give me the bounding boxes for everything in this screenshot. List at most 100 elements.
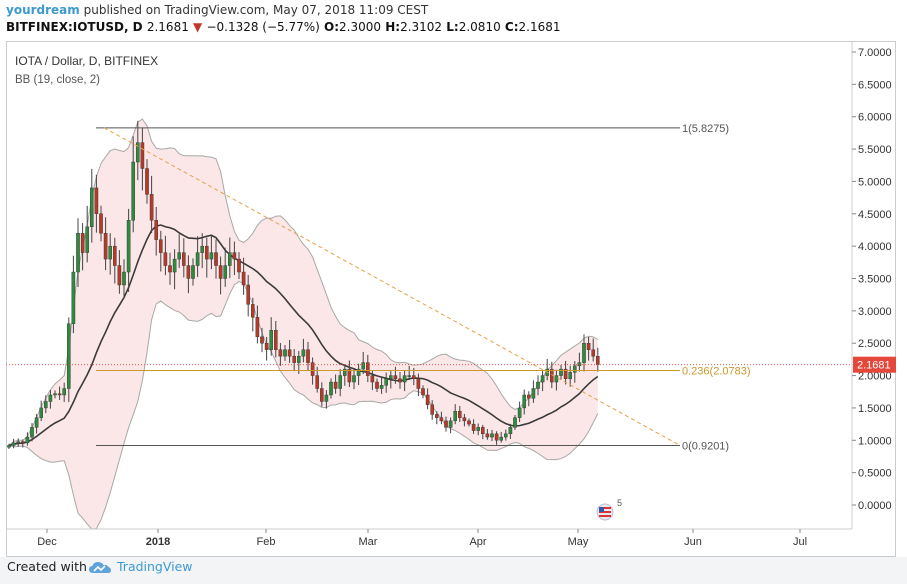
candle — [214, 239, 218, 279]
y-tick-label: 7.0000 — [858, 47, 892, 59]
y-tick-label: 5.0000 — [858, 176, 892, 188]
candle-body — [274, 330, 278, 350]
candle-body — [375, 381, 379, 389]
candle-body — [89, 187, 94, 227]
candle-body — [453, 410, 458, 422]
candle — [352, 368, 356, 390]
candle-body — [223, 265, 228, 279]
candle-body — [218, 265, 223, 279]
candle-body — [582, 343, 586, 363]
tradingview-link[interactable]: TradingView — [117, 559, 193, 574]
candle-body — [186, 265, 191, 279]
candle — [356, 363, 361, 386]
candle-body — [416, 378, 421, 389]
candle — [223, 247, 228, 287]
candle-body — [85, 226, 89, 253]
candle-body — [292, 355, 297, 363]
candle-body — [338, 375, 343, 389]
candle — [154, 206, 159, 256]
candle-body — [448, 420, 453, 428]
candle-body — [260, 336, 264, 344]
candle-body — [444, 420, 448, 428]
flag-icon[interactable]: 5 — [596, 498, 622, 521]
tradingview-cloud-icon[interactable] — [88, 560, 112, 579]
x-tick-label: 2018 — [146, 536, 170, 548]
candle — [527, 391, 531, 407]
bb-fill — [9, 119, 598, 530]
candle — [384, 372, 389, 393]
candle-body — [329, 381, 333, 396]
candle — [517, 401, 522, 423]
candle — [416, 373, 421, 397]
y-tick-label: 6.0000 — [858, 112, 892, 124]
candle — [471, 419, 476, 434]
candle-body — [131, 161, 135, 221]
candle — [324, 390, 329, 409]
published-text: published on TradingView.com, May 07, 20… — [83, 3, 429, 17]
candle — [315, 366, 320, 393]
y-tick-label: 2.0000 — [858, 371, 892, 383]
candle — [393, 366, 398, 384]
candle — [260, 327, 264, 353]
candle — [181, 238, 186, 278]
candle — [94, 174, 99, 233]
candle-body — [402, 375, 407, 383]
candle — [241, 257, 246, 295]
candle-body — [269, 330, 274, 350]
candle-body — [264, 343, 269, 350]
candle — [71, 255, 76, 334]
candle-body — [540, 375, 545, 383]
candle — [554, 369, 559, 391]
candle-body — [554, 375, 559, 383]
candle-body — [494, 433, 499, 441]
author-name[interactable]: yourdream — [6, 3, 80, 17]
symbol: BITFINEX:IOTUSD, D — [6, 20, 143, 34]
candle — [490, 429, 494, 441]
low-label: L: — [446, 20, 459, 34]
candle-body — [7, 445, 11, 448]
candle-body — [536, 381, 540, 389]
candle — [103, 217, 108, 271]
candle-body — [126, 220, 131, 273]
candle — [34, 414, 39, 434]
candle — [398, 372, 402, 389]
candle — [67, 317, 71, 403]
close-value: 2.1681 — [518, 20, 561, 34]
candle-body — [485, 433, 490, 438]
candle — [186, 255, 191, 294]
price-chart[interactable]: 1(5.8275) 0.236(2.0783) 0(0.9201) 7.0000 6.… — [6, 41, 896, 557]
candle-body — [67, 323, 71, 389]
candle — [476, 423, 481, 436]
candle — [264, 337, 269, 361]
x-tick-label: Jun — [684, 536, 702, 548]
candle — [522, 389, 526, 415]
y-tick-label: 5.5000 — [858, 144, 892, 156]
candle — [425, 388, 430, 410]
high-label: H: — [385, 20, 401, 34]
candle-body — [504, 433, 508, 438]
candle — [44, 395, 48, 414]
candle-body — [379, 385, 384, 389]
high-value: 2.3102 — [400, 20, 443, 34]
candle — [310, 357, 315, 385]
candle — [85, 205, 89, 263]
candle-body — [425, 394, 430, 405]
candle — [297, 350, 301, 374]
candle — [586, 337, 591, 361]
candle-body — [591, 349, 595, 357]
candle — [191, 258, 195, 286]
last-price-tag — [853, 356, 896, 373]
candle-body — [481, 427, 485, 435]
candle-body — [232, 252, 237, 260]
candle-body — [149, 194, 154, 221]
candle — [200, 233, 205, 269]
symbol-info: BITFINEX:IOTUSD, D 2.1681 ▼ −0.1328 (−5.… — [6, 20, 561, 34]
svg-text:5: 5 — [617, 498, 622, 508]
candle — [444, 416, 448, 432]
candle-body — [117, 265, 122, 286]
candle — [237, 252, 241, 280]
candle-body — [168, 265, 172, 273]
candle-body — [158, 239, 163, 253]
candle-body — [324, 394, 329, 402]
candle-body — [108, 245, 112, 260]
